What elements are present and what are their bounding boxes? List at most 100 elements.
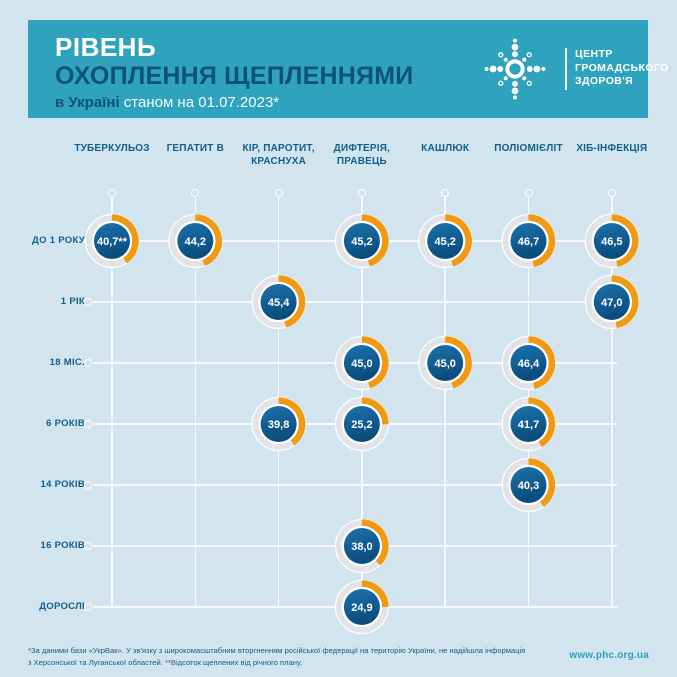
donut-center-circle xyxy=(343,223,380,259)
donut-value: 45,0 xyxy=(434,358,455,370)
donut-center-circle xyxy=(593,223,630,259)
donut-value-arc xyxy=(528,458,556,507)
donut-center-circle xyxy=(427,345,464,381)
donut-cell: 38,0 xyxy=(334,518,389,574)
column-header: ПОЛІОМІЄЛІТ xyxy=(494,143,563,154)
page-subtitle: в Україні станом на 01.07.2023* xyxy=(55,94,279,111)
grid-column-node xyxy=(441,189,450,197)
donut-cell: 45,2 xyxy=(334,213,389,269)
donut-cell: 44,2 xyxy=(168,213,223,269)
donut-center-circle xyxy=(343,406,380,442)
donut-value-arc xyxy=(444,336,472,389)
donut-value: 45,2 xyxy=(351,236,372,248)
grid-row-node xyxy=(84,603,92,611)
donut-cell: 47,0 xyxy=(584,274,639,330)
donut-cell: 45,0 xyxy=(334,335,389,391)
grid-row-line xyxy=(93,301,617,303)
donut-center-circle xyxy=(510,223,547,259)
donut-value-arc xyxy=(361,336,389,389)
donut-center-circle xyxy=(343,589,380,625)
donut-cell: 46,7 xyxy=(501,213,556,269)
row-label: ДОРОСЛІ xyxy=(39,601,85,612)
logo-divider xyxy=(565,48,567,90)
donut-value-arc xyxy=(361,519,389,566)
donut-value-arc xyxy=(528,397,556,448)
footnote: *За даними бази «УкрВак». У зв'язку з ши… xyxy=(28,645,578,669)
page-title-line1: РІВЕНЬ xyxy=(55,32,157,62)
donut-value: 45,2 xyxy=(434,236,455,248)
donut-value: 47,0 xyxy=(601,297,622,309)
column-header: КАШЛЮК xyxy=(421,143,470,154)
row-label: 18 МІС. xyxy=(49,357,85,368)
donut-center-circle xyxy=(593,284,630,320)
donut-value-arc xyxy=(361,397,389,425)
donut-value-arc xyxy=(278,275,306,328)
donut-cell: 40,3 xyxy=(501,457,556,513)
donut-cell: 41,7 xyxy=(501,396,556,452)
column-header: ХІБ-ІНФЕКЦІЯ xyxy=(576,143,648,154)
grid-column-line xyxy=(444,197,446,607)
page-title-line2: ОХОПЛЕННЯ ЩЕПЛЕННЯМИ xyxy=(55,62,414,90)
donut-cell: 45,2 xyxy=(418,213,473,269)
donut-value-arc xyxy=(611,214,639,268)
grid-column-node xyxy=(607,189,616,197)
grid-column-line xyxy=(611,197,613,607)
donut-value-arc xyxy=(444,214,472,267)
donut-value-arc xyxy=(278,397,306,446)
donut-center-circle xyxy=(510,345,547,381)
donut-center-circle xyxy=(427,223,464,259)
grid-column-line xyxy=(111,197,113,607)
subtitle-region: в Україні xyxy=(55,94,120,111)
phc-logo-icon xyxy=(484,38,546,100)
donut-center-circle xyxy=(94,223,130,259)
donut-value-arc xyxy=(361,580,389,608)
donut-value-arc xyxy=(528,214,556,268)
donut-cell: 46,4 xyxy=(501,335,556,391)
donut-cell: 45,0 xyxy=(418,335,473,391)
row-label: 14 РОКІВ xyxy=(40,479,85,490)
donut-cell: 46,5 xyxy=(584,213,639,269)
donut-value: 39,8 xyxy=(268,419,289,431)
donut-value-arc xyxy=(361,214,389,267)
column-header: ГЕПАТИТ В xyxy=(166,143,225,154)
donut-cell: 25,2 xyxy=(334,396,389,452)
footnote-line2: з Херсонської та Луганської областей. **… xyxy=(28,657,303,667)
donut-center-circle xyxy=(510,406,547,442)
row-label: 6 РОКІВ xyxy=(46,418,85,429)
donut-cell: 40,7** xyxy=(84,213,140,269)
grid-column-node xyxy=(108,189,116,197)
grid-row-node xyxy=(84,481,92,489)
donut-value-arc xyxy=(611,275,639,329)
donut-value: 45,0 xyxy=(351,358,372,370)
donut-center-circle xyxy=(260,284,297,320)
donut-value: 46,4 xyxy=(518,358,540,370)
grid-row-node xyxy=(84,542,92,550)
donut-value: 44,2 xyxy=(185,236,206,248)
phc-logo: ЦЕНТР ГРОМАДСЬКОГО ЗДОРОВ'Я xyxy=(476,34,668,104)
donut-center-circle xyxy=(510,467,547,503)
donut-value: 24,9 xyxy=(351,602,372,614)
donut-value: 25,2 xyxy=(351,419,372,431)
donut-value: 40,3 xyxy=(518,480,539,492)
donut-value: 38,0 xyxy=(351,541,372,553)
donut-cell: 45,4 xyxy=(251,274,306,330)
donut-cell: 24,9 xyxy=(334,579,389,635)
grid-column-node xyxy=(191,189,200,197)
header-banner: РІВЕНЬ ОХОПЛЕННЯ ЩЕПЛЕННЯМИ в Україні ст… xyxy=(28,20,668,118)
column-header: ТУБЕРКУЛЬОЗ xyxy=(74,143,150,154)
grid-column-node xyxy=(524,189,533,197)
donut-value: 40,7** xyxy=(97,236,128,248)
column-header: КІР, ПАРОТИТ, КРАСНУХА xyxy=(242,143,315,167)
column-header: ДИФТЕРІЯ, ПРАВЕЦЬ xyxy=(333,143,391,167)
grid-column-node xyxy=(274,189,283,197)
donut-value: 46,5 xyxy=(601,236,622,248)
row-label: ДО 1 РОКУ xyxy=(32,235,85,246)
grid-column-line xyxy=(194,197,197,607)
donut-value: 46,7 xyxy=(518,236,539,248)
row-label: 1 РІК xyxy=(60,296,85,307)
grid-row-node xyxy=(84,420,92,428)
website-link[interactable]: www.phc.org.ua xyxy=(569,650,649,661)
donut-value-arc xyxy=(528,336,556,390)
